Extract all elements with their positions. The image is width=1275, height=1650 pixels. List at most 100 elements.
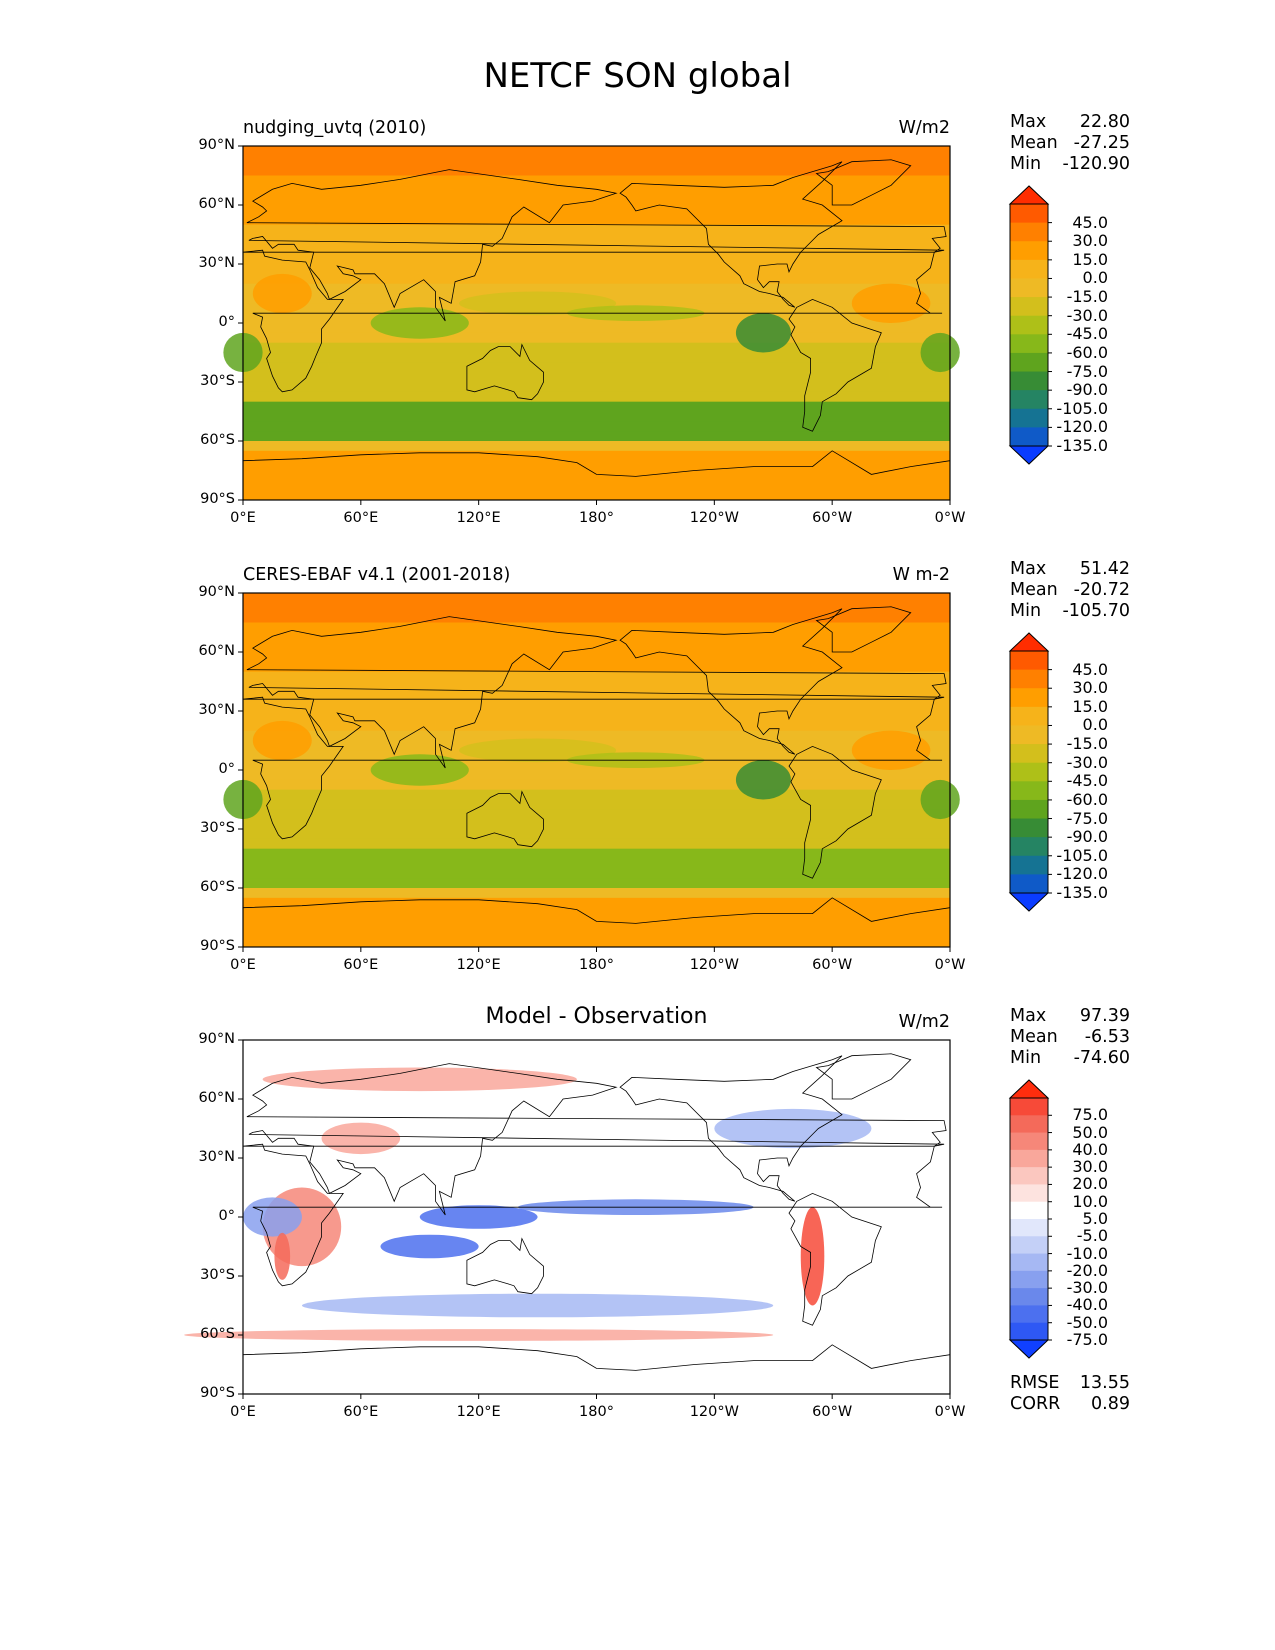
field-band xyxy=(243,799,950,810)
lat-tick-label: 90°N xyxy=(198,137,235,153)
field-band xyxy=(243,1246,950,1257)
stat-min-label: Min xyxy=(1010,154,1042,174)
field-band xyxy=(243,897,950,909)
field-band xyxy=(243,612,950,623)
field-band xyxy=(243,185,950,196)
colorbar-segment xyxy=(1010,725,1048,745)
field-band xyxy=(243,927,950,938)
field-band xyxy=(243,470,950,481)
colorbar-segment xyxy=(1010,427,1048,447)
colorbar-label: -45.0 xyxy=(1066,771,1108,791)
coastline-greenland xyxy=(815,159,912,206)
colorbar-label: 30.0 xyxy=(1072,1157,1108,1177)
lon-tick-label: 60°W xyxy=(812,510,853,526)
lat-tick-label: 60°N xyxy=(198,1090,235,1106)
colorbar-label: -105.0 xyxy=(1056,845,1108,865)
colorbar-segment xyxy=(1010,241,1048,261)
stat-max-label: Max xyxy=(1010,112,1047,132)
colorbar-label: -45.0 xyxy=(1066,324,1108,344)
field-band xyxy=(243,480,950,491)
field-band xyxy=(243,711,950,722)
field-band xyxy=(243,214,950,226)
field-band xyxy=(243,789,950,800)
field-band xyxy=(243,195,950,206)
coastline-australia xyxy=(466,343,544,401)
field-band xyxy=(243,1187,950,1198)
coastline-eurasia xyxy=(246,1063,947,1216)
lat-tick-label: 90°S xyxy=(200,1385,235,1401)
field-band xyxy=(243,224,950,235)
field-band xyxy=(243,401,950,412)
stat-corr-label: CORR xyxy=(1010,1394,1061,1414)
colorbar-label: 0.0 xyxy=(1082,715,1108,735)
field-band xyxy=(243,1099,950,1110)
colorbar-segment xyxy=(1010,874,1048,894)
stat-rmse-value: 13.55 xyxy=(1079,1373,1130,1393)
coastline-antarctica xyxy=(242,1344,951,1371)
colorbar-segment xyxy=(1010,1305,1048,1324)
lat-tick-label: 90°N xyxy=(198,584,235,600)
field-band xyxy=(243,652,950,663)
field-band xyxy=(243,1266,950,1277)
field-band xyxy=(243,1118,950,1129)
colorbar-segment xyxy=(1010,669,1048,689)
field-band xyxy=(243,254,950,265)
field-band xyxy=(243,642,950,653)
colorbar-label: 75.0 xyxy=(1072,1105,1108,1125)
lon-tick-label: 120°W xyxy=(689,957,739,973)
field-anomaly xyxy=(184,1329,774,1341)
field-band xyxy=(243,907,950,918)
colorbar-segment xyxy=(1010,688,1048,708)
field-anomaly xyxy=(252,273,312,314)
field-band xyxy=(243,838,950,850)
lon-tick-label: 120°E xyxy=(456,1404,501,1420)
colorbar-label: -30.0 xyxy=(1066,1278,1108,1298)
colorbar-label: -90.0 xyxy=(1066,380,1108,400)
field-anomaly xyxy=(380,1234,479,1259)
stat-mean-label: Mean xyxy=(1010,1027,1058,1047)
field-band xyxy=(243,1285,950,1297)
colorbar-segment xyxy=(1010,1098,1048,1116)
colorbar-label: -40.0 xyxy=(1066,1295,1108,1315)
lat-tick-label: 60°N xyxy=(198,196,235,212)
lat-tick-label: 0° xyxy=(218,761,235,777)
coastline-namerica xyxy=(619,608,843,755)
lat-tick-label: 30°N xyxy=(198,255,235,271)
lat-tick-label: 90°N xyxy=(198,1031,235,1047)
field-band xyxy=(243,441,950,452)
field-band xyxy=(243,1344,950,1356)
field-anomaly xyxy=(243,1197,302,1237)
field-band xyxy=(243,602,950,614)
field-band xyxy=(243,1108,950,1120)
field-band xyxy=(243,671,950,682)
lat-tick-label: 0° xyxy=(218,1208,235,1224)
colorbar-frame xyxy=(1009,650,1049,894)
lon-tick-label: 120°E xyxy=(456,957,501,973)
stat-min-label: Min xyxy=(1010,1048,1042,1068)
stat-max-value: 22.80 xyxy=(1079,112,1130,132)
coastline-samerica xyxy=(788,298,882,432)
units-label: W/m2 xyxy=(898,1012,950,1032)
coastline-antarctica xyxy=(242,897,951,924)
field-band xyxy=(243,779,950,791)
field-anomaly xyxy=(370,307,469,339)
field-band xyxy=(243,1217,950,1228)
colorbar-label: -90.0 xyxy=(1066,827,1108,847)
colorbar-label: -30.0 xyxy=(1066,752,1108,772)
field-band xyxy=(243,917,950,928)
field-band xyxy=(243,421,950,432)
lon-tick-label: 120°E xyxy=(456,510,501,526)
field-anomaly xyxy=(800,1207,825,1306)
colorbar-extend-top xyxy=(1008,1079,1050,1099)
colorbar-label: -15.0 xyxy=(1066,734,1108,754)
colorbar-segment xyxy=(1010,1219,1048,1237)
field-band xyxy=(243,632,950,643)
field-band xyxy=(243,1226,950,1238)
field-band xyxy=(243,720,950,732)
field-band xyxy=(243,1315,950,1326)
lat-tick-label: 30°S xyxy=(200,373,235,389)
field-band xyxy=(243,1138,950,1149)
colorbar-label: -135.0 xyxy=(1056,883,1108,902)
field-band xyxy=(243,593,950,604)
colorbar-label: 20.0 xyxy=(1072,1174,1108,1194)
